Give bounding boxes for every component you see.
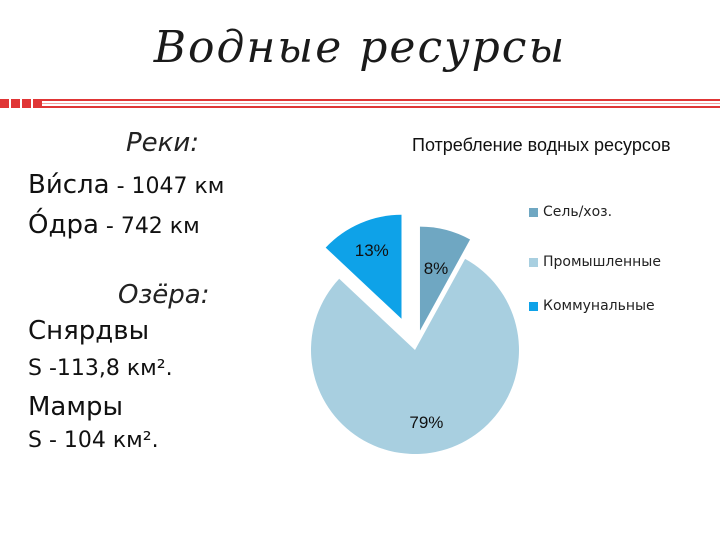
rule-line xyxy=(42,99,720,108)
legend-swatch xyxy=(529,258,538,267)
slice-label: 79% xyxy=(409,413,443,432)
legend-swatch xyxy=(529,208,538,217)
legend-label: Промышленные xyxy=(543,254,661,270)
slice-label: 8% xyxy=(424,259,449,278)
slide-title: Водные ресурсы xyxy=(153,22,567,73)
pie-slice xyxy=(311,258,519,455)
pie-chart: 8% 79% 13% xyxy=(311,214,519,455)
river-item: Ви́сла - 1047 км xyxy=(28,170,224,200)
river-name: О́дра xyxy=(28,210,99,240)
legend-swatch xyxy=(529,302,538,311)
legend-label: Коммунальные xyxy=(543,298,655,314)
lakes-heading: Озёра: xyxy=(118,280,210,310)
rivers-heading: Реки: xyxy=(126,128,200,158)
lake-name: Снярдвы xyxy=(28,316,150,346)
legend-label: Сель/хоз. xyxy=(543,204,613,220)
chart-title: Потребление водных ресурсов xyxy=(412,135,671,155)
lake-area: S - 104 км². xyxy=(28,428,159,453)
pie-slice xyxy=(419,226,471,331)
river-length: - 1047 км xyxy=(109,174,225,199)
river-item: О́дра - 742 км xyxy=(28,210,200,240)
slice-label: 13% xyxy=(355,241,389,260)
river-length: - 742 км xyxy=(98,214,200,239)
lake-area: S -113,8 км². xyxy=(28,356,173,381)
river-name: Ви́сла xyxy=(28,170,110,200)
pie-slice xyxy=(325,214,402,319)
lake-name: Мамры xyxy=(28,392,124,422)
